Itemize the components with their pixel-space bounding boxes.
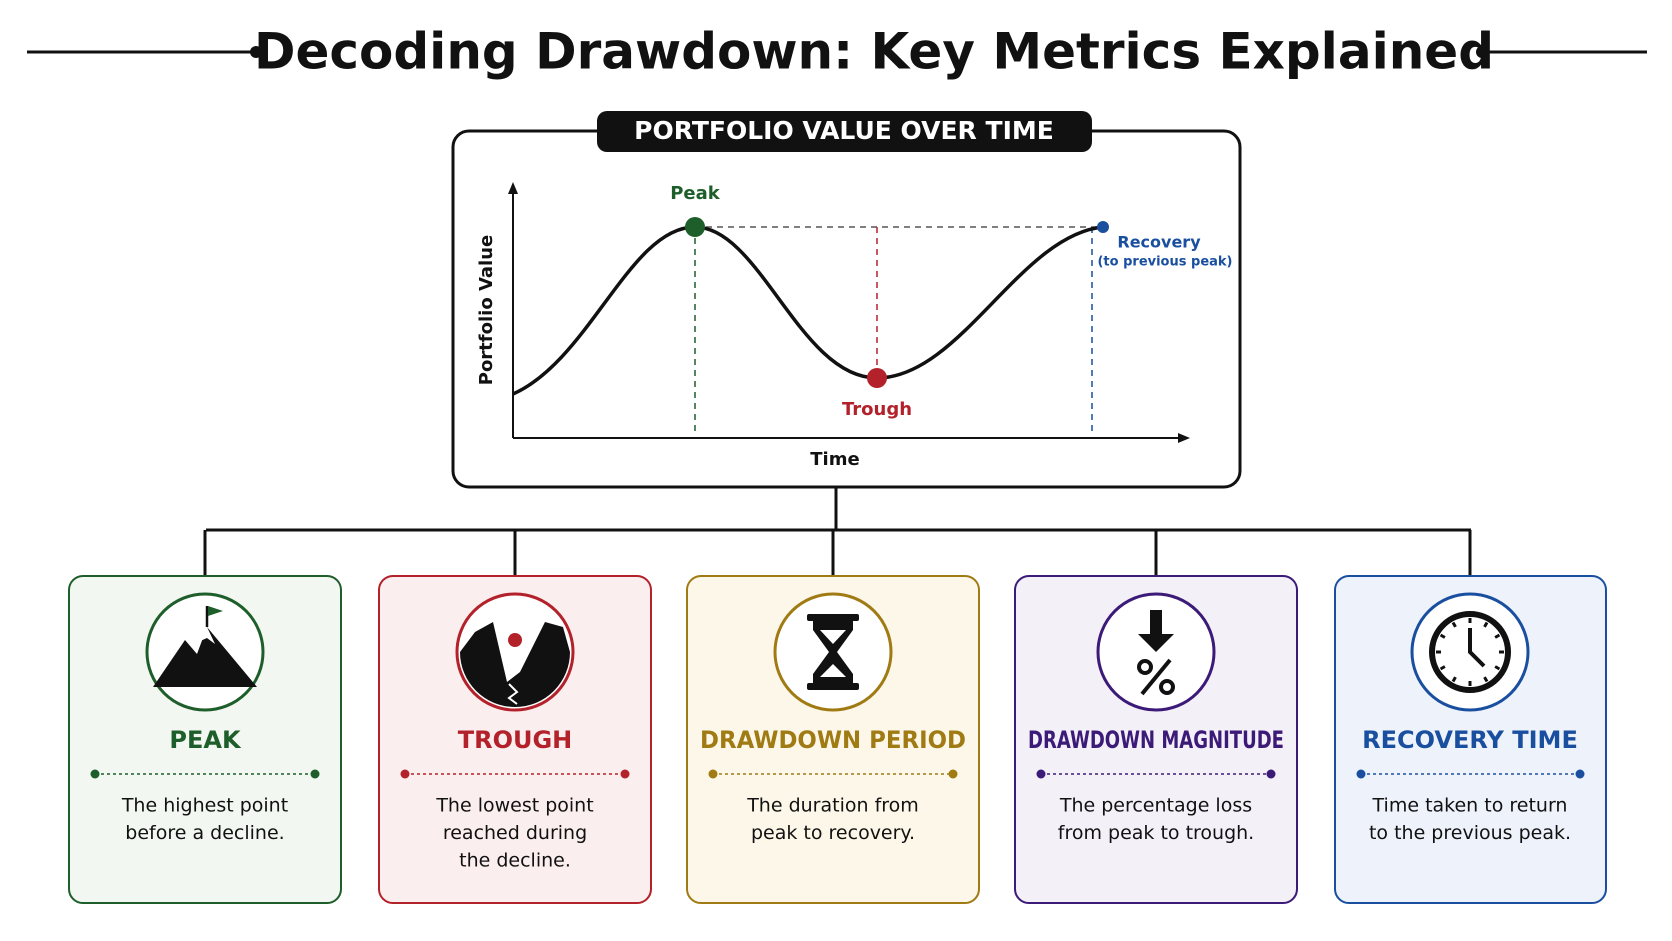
card-box xyxy=(1014,575,1298,904)
icon-arrow-shaft xyxy=(1150,610,1162,634)
card-description: reached during xyxy=(443,822,587,844)
divider-dot xyxy=(948,769,958,779)
y-axis-arrow xyxy=(508,182,518,194)
divider-dot xyxy=(708,769,718,779)
icon-snow xyxy=(198,627,215,644)
icon xyxy=(807,614,859,690)
icon-clock-tick xyxy=(1494,665,1501,671)
metric-card: PEAK The highest point before a decline. xyxy=(68,530,342,904)
divider-dot xyxy=(620,769,630,779)
divider-dot xyxy=(1575,769,1585,779)
icon-crack xyxy=(507,683,519,705)
card-title: PEAK xyxy=(169,726,242,754)
icon-arrow-head xyxy=(1138,634,1174,652)
metric-card: DRAWDOWN MAGNITUDE The percentage loss fro… xyxy=(1014,530,1298,904)
icon-clock-hands xyxy=(1468,628,1486,668)
recovery-point xyxy=(1097,221,1109,233)
card-description: The duration from xyxy=(746,795,919,817)
panel-title: PORTFOLIO VALUE OVER TIME xyxy=(634,116,1054,145)
recovery-note: (to previous peak) xyxy=(1097,255,1232,270)
icon xyxy=(153,606,257,687)
trough-label: Trough xyxy=(842,399,912,420)
divider-dot xyxy=(1266,769,1276,779)
icon-pct-slash xyxy=(1140,658,1172,696)
divider-dot xyxy=(310,769,320,779)
icon-mountain xyxy=(153,627,257,687)
page-title: Decoding Drawdown: Key Metrics Explained xyxy=(254,23,1494,81)
icon-pct-dot xyxy=(1137,659,1153,675)
cards: PEAK The highest point before a decline. TR… xyxy=(68,530,1607,904)
peak-label: Peak xyxy=(670,183,721,204)
icon-clock-tick xyxy=(1483,621,1489,628)
card-description: The lowest point xyxy=(435,795,593,817)
connectors xyxy=(206,487,1471,532)
divider-dot xyxy=(400,769,410,779)
title-dot xyxy=(1476,46,1488,58)
icon-pct-dot xyxy=(1159,679,1175,695)
metric-card: TROUGH The lowest point reached during the … xyxy=(378,530,652,904)
icon xyxy=(1137,610,1175,696)
card-box xyxy=(68,575,342,904)
icon-clock-tick xyxy=(1451,676,1457,683)
card-description: Time taken to return xyxy=(1372,795,1568,817)
card-description: peak to recovery. xyxy=(751,822,915,844)
card-box xyxy=(686,575,980,904)
metric-card: RECOVERY TIME Time taken to return to the … xyxy=(1334,530,1607,904)
card-title: RECOVERY TIME xyxy=(1362,726,1578,754)
divider-dot xyxy=(1036,769,1046,779)
icon-clock-tick xyxy=(1439,633,1446,639)
icon-clock-tick xyxy=(1494,633,1501,639)
icon xyxy=(1429,611,1511,693)
icon-hourglass-top xyxy=(807,614,859,621)
card-description: The highest point xyxy=(121,795,288,817)
card-title: TROUGH xyxy=(458,726,573,754)
x-axis-arrow xyxy=(1178,433,1190,443)
divider-dot xyxy=(90,769,100,779)
trough-point xyxy=(867,368,887,388)
card-box xyxy=(378,575,652,904)
chart-panel xyxy=(451,129,1242,489)
icon xyxy=(460,622,570,707)
title-dot xyxy=(250,46,262,58)
icon-hourglass-sand xyxy=(820,630,846,677)
peak-point xyxy=(685,217,705,237)
card-box xyxy=(1334,575,1607,904)
icon-flag xyxy=(208,606,223,616)
icon-dot xyxy=(508,633,522,647)
icon-hourglass-bottom xyxy=(807,683,859,690)
card-title: DRAWDOWN PERIOD xyxy=(700,726,966,754)
card-description: before a decline. xyxy=(125,822,284,844)
icon-clock-tick xyxy=(1451,621,1457,628)
panel-title-box xyxy=(597,111,1092,152)
icon-clock-tick xyxy=(1483,676,1489,683)
card-description: The percentage loss xyxy=(1059,795,1252,817)
card-description: from peak to trough. xyxy=(1058,822,1254,844)
recovery-label: Recovery xyxy=(1117,233,1201,252)
metric-card: DRAWDOWN PERIOD The duration from peak to … xyxy=(686,530,980,904)
y-axis-label: Portfolio Value xyxy=(476,235,497,386)
icon-hourglass-glass xyxy=(813,621,853,683)
value-curve xyxy=(512,225,1104,396)
icon-clock-tick xyxy=(1439,665,1446,671)
divider-dot xyxy=(1356,769,1366,779)
x-axis-label: Time xyxy=(810,449,859,470)
card-description: the decline. xyxy=(459,850,571,872)
card-description: to the previous peak. xyxy=(1369,822,1571,844)
card-title: DRAWDOWN MAGNITUDE xyxy=(1028,726,1284,754)
icon-valley xyxy=(460,622,570,707)
